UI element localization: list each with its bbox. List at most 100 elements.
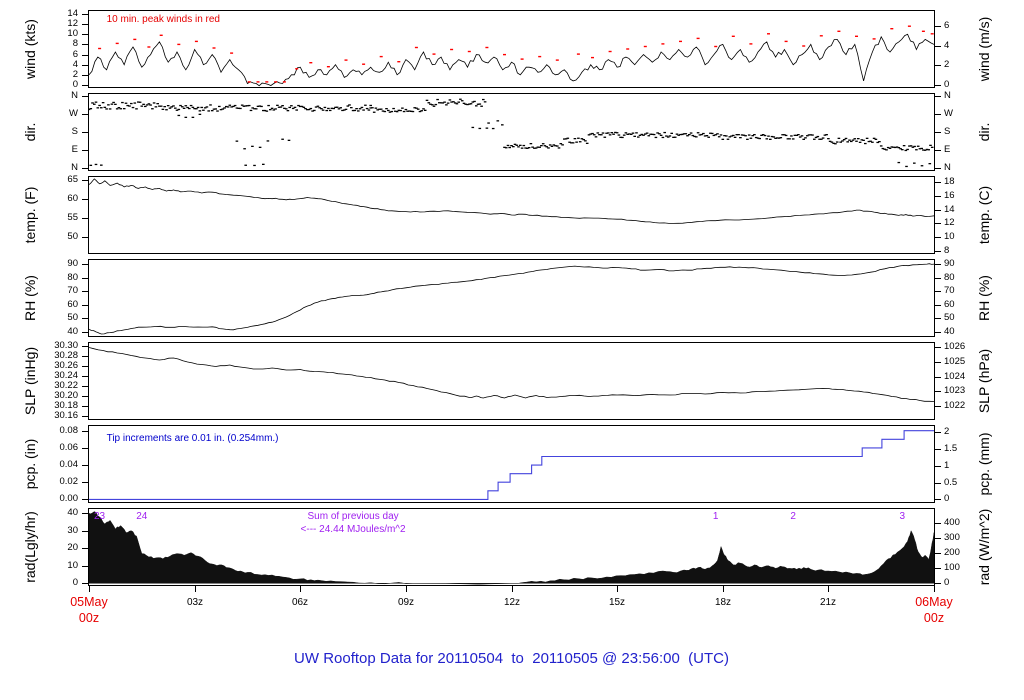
time-tick — [934, 586, 935, 592]
rh-right-tick — [935, 291, 941, 292]
slp-right-tick-label: 1022 — [944, 400, 966, 411]
rad-annotation: 24 — [136, 511, 148, 522]
temp-left-tick-label: 60 — [67, 193, 78, 204]
rad-left-tick-label: 0 — [72, 577, 78, 588]
rh-plot — [89, 263, 934, 335]
temp-right-tick-label: 14 — [944, 204, 955, 215]
rad-left-axis-title: rad(Lgly/hr) — [22, 511, 38, 583]
slp-right-tick — [935, 377, 941, 378]
wind-left-tick-label: 4 — [72, 59, 78, 70]
pcp-left-tick — [82, 499, 88, 500]
wind-left-tick-label: 0 — [72, 79, 78, 90]
wind-left-tick-label: 6 — [72, 49, 78, 60]
dir-right-tick-label: E — [944, 144, 951, 155]
wind-panel — [88, 10, 935, 88]
rh-right-tick-label: 40 — [944, 326, 955, 337]
slp-left-axis-title: SLP (inHg) — [22, 346, 38, 416]
pcp-right-tick-label: 1 — [944, 460, 950, 471]
wind-right-tick-label: 4 — [944, 40, 950, 51]
temp-left-tick-label: 65 — [67, 174, 78, 185]
temp-right-tick — [935, 196, 941, 197]
wind-right-tick-label: 0 — [944, 79, 950, 90]
rad-left-tick-label: 20 — [67, 542, 78, 553]
slp-left-tick-label: 30.30 — [54, 340, 78, 351]
wind-left-axis-title: wind (kts) — [22, 19, 38, 79]
rad-right-tick-label: 400 — [944, 517, 960, 528]
wind-left-tick — [82, 65, 88, 66]
slp-right-axis-title: SLP (hPa) — [976, 348, 992, 414]
wind-right-tick-label: 6 — [944, 20, 950, 31]
time-tick — [195, 586, 196, 592]
rad-left-tick — [82, 531, 88, 532]
slp-left-tick-label: 30.26 — [54, 360, 78, 371]
rh-left-tick — [82, 318, 88, 319]
time-label: 06z — [291, 597, 309, 608]
wind-peaks — [98, 25, 934, 83]
rh-left-tick-label: 60 — [67, 299, 78, 310]
rad-left-tick-label: 30 — [67, 525, 78, 536]
pcp-left-tick — [82, 465, 88, 466]
rh-left-tick-label: 90 — [67, 258, 78, 269]
rad-right-tick — [935, 568, 941, 569]
temp-left-tick-label: 55 — [67, 212, 78, 223]
dir-left-tick-label: N — [71, 162, 78, 173]
rad-annotation: 1 — [712, 511, 719, 522]
slp-left-tick-label: 30.22 — [54, 380, 78, 391]
wind-left-tick — [82, 55, 88, 56]
wind-left-tick-label: 12 — [67, 18, 78, 29]
dir-left-tick-label: E — [71, 144, 78, 155]
time-tick — [617, 586, 618, 592]
slp-left-tick-label: 30.28 — [54, 350, 78, 361]
rad-right-tick — [935, 583, 941, 584]
time-tick — [89, 586, 90, 592]
chart-title: UW Rooftop Data for 20110504 to 20110505… — [294, 650, 729, 667]
temp-left-axis-title: temp. (F) — [22, 186, 38, 244]
rh-right-tick — [935, 278, 941, 279]
wind-right-tick — [935, 46, 941, 47]
pcp-left-tick-label: 0.06 — [59, 442, 79, 453]
rh-right-axis-title: RH (%) — [976, 275, 992, 321]
pcp-annotation: Tip increments are 0.01 in. (0.254mm.) — [106, 433, 279, 444]
rh-left-tick-label: 50 — [67, 312, 78, 323]
rad-annotation: Sum of previous day — [307, 511, 399, 522]
rad-annotation: 3 — [899, 511, 906, 522]
rad-right-tick — [935, 553, 941, 554]
wind-right-tick — [935, 65, 941, 66]
rh-left-tick — [82, 264, 88, 265]
pcp-right-tick — [935, 432, 941, 433]
rh-left-tick — [82, 332, 88, 333]
wind-left-tick-label: 8 — [72, 38, 78, 49]
wind-left-tick — [82, 24, 88, 25]
rad-right-tick-label: 100 — [944, 562, 960, 573]
wind-left-tick — [82, 44, 88, 45]
slp-left-tick — [82, 346, 88, 347]
slp-left-tick-label: 30.24 — [54, 370, 78, 381]
rad-right-tick — [935, 538, 941, 539]
rh-panel — [88, 259, 935, 337]
time-label: 03z — [186, 597, 204, 608]
temp-right-tick-label: 16 — [944, 190, 955, 201]
pcp-left-tick-label: 0.00 — [59, 493, 79, 504]
slp-left-tick — [82, 396, 88, 397]
dir-panel — [88, 93, 935, 171]
temp-right-tick-label: 8 — [944, 245, 950, 256]
slp-left-tick — [82, 376, 88, 377]
dir-right-tick-label: N — [944, 162, 951, 173]
slp-right-tick-label: 1025 — [944, 356, 966, 367]
wind-left-tick — [82, 34, 88, 35]
wind-right-axis-title: wind (m/s) — [976, 16, 992, 82]
pcp-left-tick-label: 0.08 — [59, 425, 79, 436]
temp-right-tick — [935, 182, 941, 183]
pcp-left-axis-title: pcp. (in) — [22, 438, 38, 490]
wind-left-tick-label: 10 — [67, 28, 78, 39]
rad-left-tick-label: 10 — [67, 560, 78, 571]
dir-left-tick — [82, 96, 88, 97]
rh-left-tick — [82, 305, 88, 306]
wind-direction — [89, 98, 934, 168]
temp-right-tick — [935, 210, 941, 211]
slp-right-tick — [935, 362, 941, 363]
pcp-right-tick-label: 0.5 — [944, 477, 958, 488]
pcp-left-tick — [82, 448, 88, 449]
temp-plot — [89, 178, 934, 224]
wind-right-tick — [935, 26, 941, 27]
